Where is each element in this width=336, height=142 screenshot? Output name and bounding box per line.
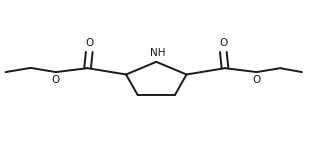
Text: O: O bbox=[253, 75, 261, 85]
Text: O: O bbox=[52, 75, 60, 85]
Text: NH: NH bbox=[150, 48, 166, 58]
Text: O: O bbox=[85, 38, 93, 48]
Text: O: O bbox=[219, 38, 227, 48]
